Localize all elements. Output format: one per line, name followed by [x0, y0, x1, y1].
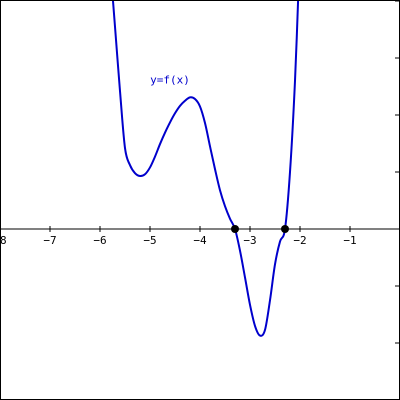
x-tick-label: −4: [193, 234, 207, 247]
x-tick-label: −5: [143, 234, 156, 247]
x-tick-label: 8: [1, 234, 7, 247]
x-intercept-point: [231, 225, 239, 233]
x-tick-label: −3: [243, 234, 256, 247]
x-tick-label: −6: [93, 234, 106, 247]
curve-line: [111, 1, 299, 336]
curve-label: y=f(x): [150, 74, 190, 87]
x-tick-label: −7: [43, 234, 56, 247]
x-tick-label: −1: [343, 234, 356, 247]
x-intercept-point: [281, 225, 289, 233]
x-tick-label: −2: [293, 234, 306, 247]
